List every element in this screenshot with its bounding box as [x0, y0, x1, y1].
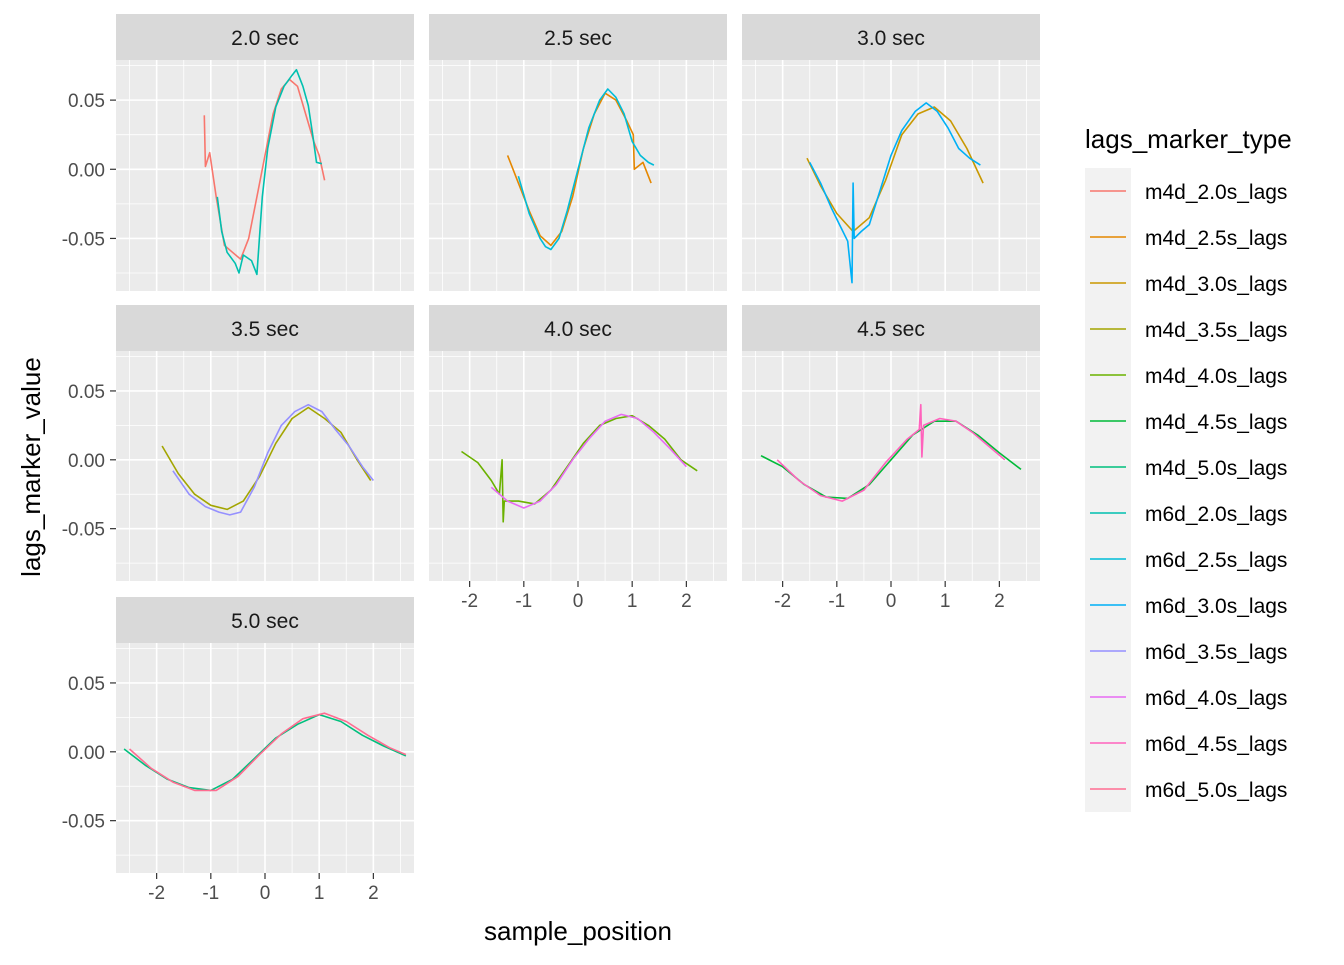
y-tick-label: 0.05: [68, 91, 105, 112]
facet-panel: 4.0 sec -2 -1 0 1 2: [429, 305, 727, 612]
series-line-m6d_4.0s_lags: [490, 413, 687, 509]
facet-panel: 2.0 sec -0.05 0.00 0.05: [62, 14, 414, 291]
facet-strip: [116, 14, 414, 60]
series-line-m4d_2.5s_lags: [506, 92, 652, 247]
y-axis-label: lags_marker_value: [16, 357, 46, 577]
legend-label: m4d_2.5s_lags: [1145, 227, 1287, 250]
legend-label: m4d_3.5s_lags: [1145, 319, 1287, 342]
x-tick-label: 0: [886, 591, 897, 612]
x-tick-label: -1: [515, 591, 532, 612]
x-axis-label: sample_position: [484, 916, 672, 946]
x-tick-label: 1: [627, 591, 638, 612]
series-line-m6d_3.5s_lags: [172, 403, 375, 516]
x-tick-label: 0: [260, 883, 271, 904]
facet-strip: [742, 14, 1040, 60]
facet-strip: [429, 305, 727, 351]
legend-title: lags_marker_type: [1085, 124, 1292, 154]
facet-panel: 4.5 sec -2 -1 0 1 2: [742, 305, 1040, 612]
y-tick-label: 0.05: [68, 674, 105, 695]
y-tick-label: -0.05: [62, 229, 105, 250]
legend-label: m6d_4.0s_lags: [1145, 687, 1287, 710]
legend: lags_marker_type m4d_2.0s_lags m4d_2.5s_l…: [1085, 124, 1292, 812]
x-tick-label: -1: [202, 883, 219, 904]
x-tick-label: 2: [368, 883, 379, 904]
facet-title: 4.5 sec: [857, 318, 925, 341]
series-line-m6d_2.0s_lags: [216, 68, 323, 276]
legend-label: m4d_3.0s_lags: [1145, 273, 1287, 296]
x-tick-label: -2: [148, 883, 165, 904]
legend-label: m4d_2.0s_lags: [1145, 181, 1287, 204]
series-line-m6d_4.5s_lags: [776, 403, 1006, 502]
y-tick-label: 0.00: [68, 160, 105, 181]
legend-label: m4d_5.0s_lags: [1145, 457, 1287, 480]
series-line-m4d_3.5s_lags: [161, 406, 372, 511]
facet-title: 2.0 sec: [231, 27, 299, 50]
y-tick-label: 0.00: [68, 743, 105, 764]
legend-label: m6d_2.0s_lags: [1145, 503, 1287, 526]
x-tick-label: -1: [828, 591, 845, 612]
x-tick-label: 2: [994, 591, 1005, 612]
facet-strip: [429, 14, 727, 60]
x-tick-label: -2: [461, 591, 478, 612]
facet-title: 3.0 sec: [857, 27, 925, 50]
x-tick-label: 0: [573, 591, 584, 612]
x-tick-label: 1: [314, 883, 325, 904]
legend-label: m6d_2.5s_lags: [1145, 549, 1287, 572]
legend-label: m6d_3.0s_lags: [1145, 595, 1287, 618]
facet-panel: 3.5 sec -0.05 0.00 0.05: [62, 305, 414, 581]
series-line-m6d_5.0s_lags: [128, 712, 407, 792]
facet-title: 4.0 sec: [544, 318, 612, 341]
x-tick-label: 2: [681, 591, 692, 612]
legend-label: m4d_4.5s_lags: [1145, 411, 1287, 434]
y-tick-label: -0.05: [62, 520, 105, 541]
legend-label: m6d_5.0s_lags: [1145, 779, 1287, 802]
facet-panel: 2.5 sec: [429, 14, 727, 291]
y-tick-label: 0.00: [68, 451, 105, 472]
series-line-m6d_2.5s_lags: [517, 88, 655, 251]
y-tick-label: 0.05: [68, 382, 105, 403]
x-tick-label: -2: [774, 591, 791, 612]
facet-strip: [116, 305, 414, 351]
series-line-m4d_3.0s_lags: [806, 106, 984, 233]
legend-key-background: [1085, 168, 1131, 812]
facet-strip: [742, 305, 1040, 351]
x-tick-label: 1: [940, 591, 951, 612]
series-line-m4d_2.0s_lags: [203, 78, 326, 260]
facet-title: 3.5 sec: [231, 318, 299, 341]
legend-label: m4d_4.0s_lags: [1145, 365, 1287, 388]
y-tick-label: -0.05: [62, 812, 105, 833]
series-line-m6d_3.0s_lags: [808, 102, 981, 284]
legend-label: m6d_4.5s_lags: [1145, 733, 1287, 756]
facet-title: 2.5 sec: [544, 27, 612, 50]
legend-label: m6d_3.5s_lags: [1145, 641, 1287, 664]
facet-panel: 5.0 sec -0.05 0.00 0.05 -2 -1 0 1 2: [62, 597, 414, 904]
facet-title: 5.0 sec: [231, 610, 299, 633]
facet-panel: 3.0 sec: [742, 14, 1040, 291]
facet-strip: [116, 597, 414, 643]
facet-panels: 2.0 sec -0.05 0.00 0.05 2.5 sec 3.0 sec 3.5 se…: [62, 14, 1040, 904]
